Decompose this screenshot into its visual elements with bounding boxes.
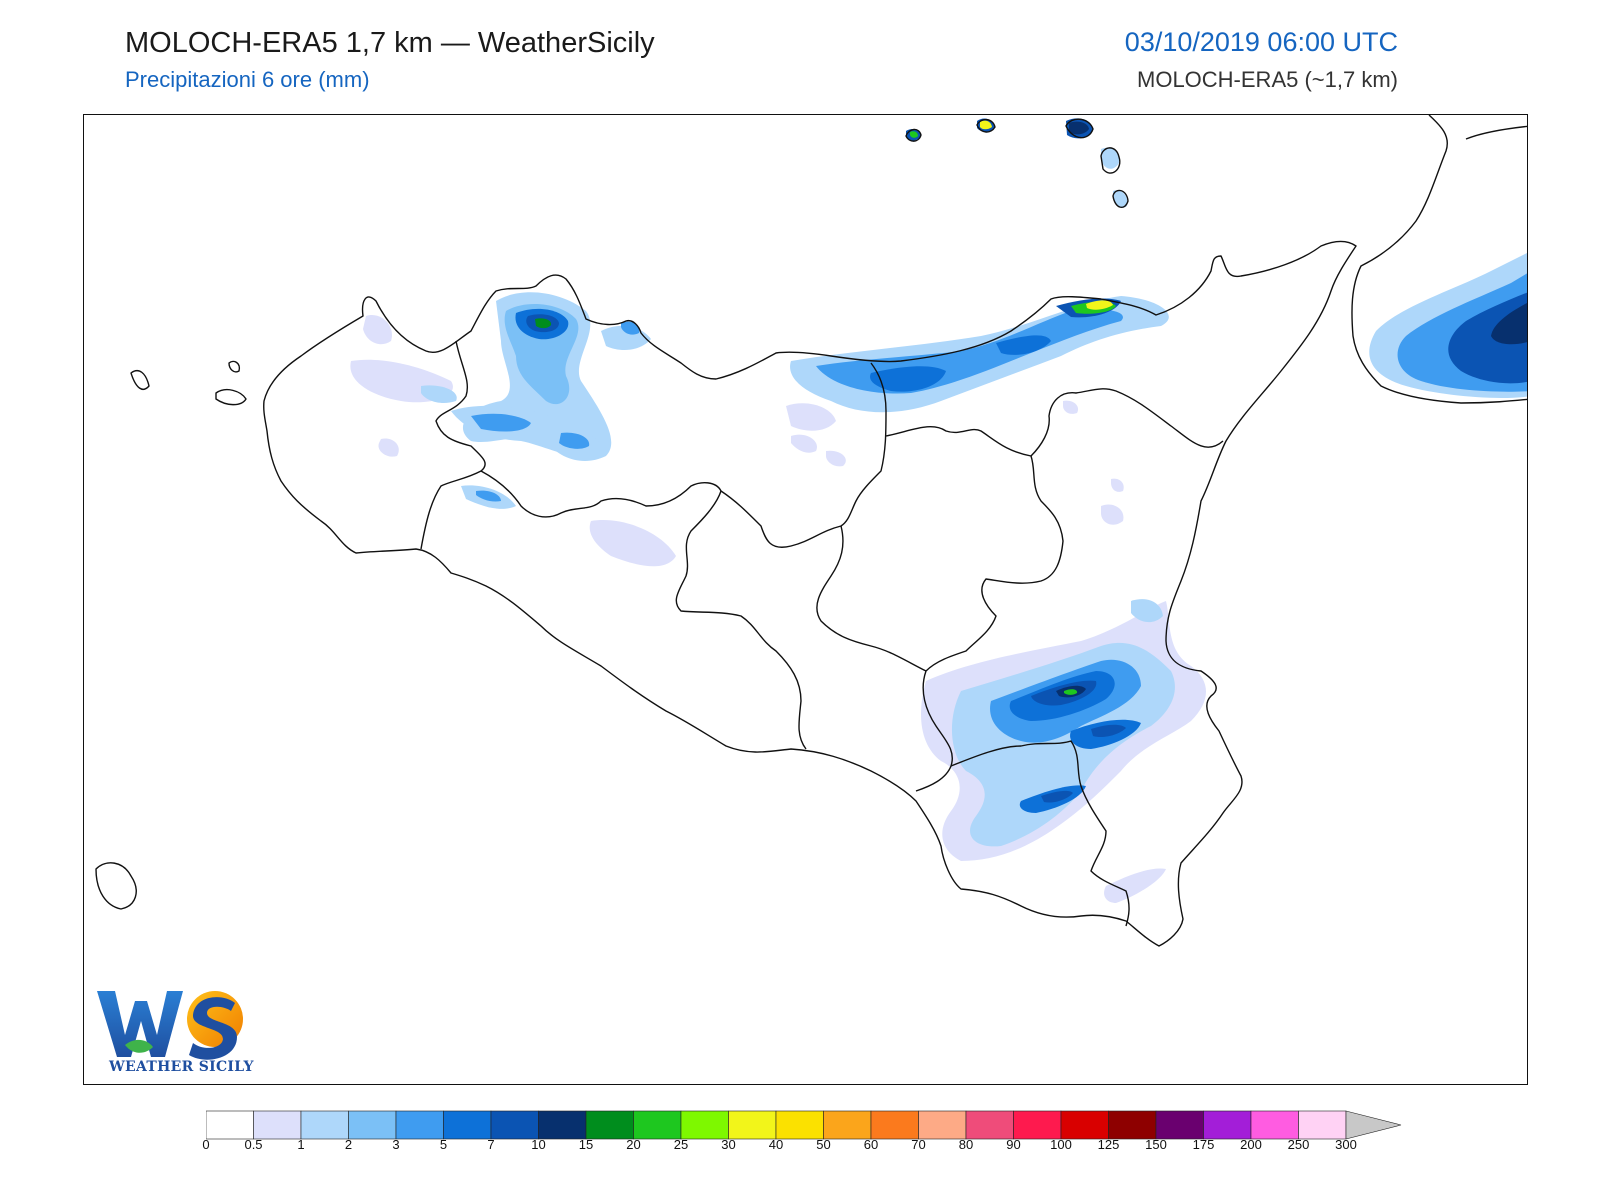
- colorbar-swatch: [443, 1110, 492, 1140]
- colorbar-swatch: [775, 1110, 824, 1140]
- colorbar-swatch: [1298, 1110, 1347, 1140]
- colorbar-swatch: [728, 1110, 777, 1140]
- island-levanzo: [228, 360, 241, 373]
- map-canvas: [95, 115, 1527, 947]
- precip-area-north-coast: [786, 296, 1169, 467]
- calabria-coast: [1465, 125, 1527, 140]
- colorbar-tick-label: 80: [958, 1137, 974, 1152]
- colorbar-swatch: [1013, 1110, 1062, 1140]
- island-alicudi: [905, 128, 922, 142]
- colorbar-tick-label: 3: [392, 1137, 400, 1152]
- colorbar-tick-label: 15: [578, 1137, 594, 1152]
- precipitation-field: [350, 118, 1527, 903]
- colorbar-tick-label: 10: [531, 1137, 546, 1152]
- colorbar-tick-label: 7: [487, 1137, 495, 1152]
- colorbar-tick-label: 60: [863, 1137, 879, 1152]
- colorbar-swatch: [1155, 1110, 1204, 1140]
- colorbar-swatch: [918, 1110, 967, 1140]
- colorbar-tick-label: 20: [626, 1137, 641, 1152]
- sicily-coast: [263, 240, 1357, 947]
- colorbar-tick-label: 175: [1192, 1137, 1215, 1152]
- island-salina: [1065, 118, 1094, 139]
- colorbar-tick-label: 150: [1145, 1137, 1167, 1152]
- colorbar-swatch: [680, 1110, 729, 1140]
- colorbar-tick-label: 250: [1287, 1137, 1310, 1152]
- colorbar-swatch: [1060, 1110, 1109, 1140]
- colorbar-swatch: [253, 1110, 302, 1140]
- colorbar-swatch: [1108, 1110, 1157, 1140]
- colorbar-swatch: [205, 1110, 254, 1140]
- weather-sicily-logo: WEATHER SICILY: [95, 985, 255, 1075]
- colorbar-tick-label: 50: [816, 1137, 831, 1152]
- island-filicudi: [976, 118, 996, 133]
- colorbar-tick-label: 30: [721, 1137, 736, 1152]
- colorbar-swatch: [1203, 1110, 1252, 1140]
- map-title: MOLOCH-ERA5 1,7 km — WeatherSicily: [125, 27, 655, 59]
- colorbar-tick-label: 0: [202, 1137, 210, 1152]
- province-boundary: [885, 388, 1224, 457]
- colorbar-swatch: [585, 1110, 634, 1140]
- colorbar-tick-label: 70: [911, 1137, 926, 1152]
- precipitation-colorbar: [205, 1109, 1406, 1146]
- precip-area-aeolian: [906, 118, 1128, 208]
- logo-caption: WEATHER SICILY: [109, 1059, 254, 1075]
- model-resolution: MOLOCH-ERA5 (~1,7 km): [1137, 67, 1398, 92]
- colorbar-swatch: [633, 1110, 682, 1140]
- colorbar-swatch: [490, 1110, 539, 1140]
- colorbar-tick-label: 25: [673, 1137, 689, 1152]
- island-marettimo: [130, 369, 150, 390]
- island-vulcano: [1112, 189, 1129, 208]
- colorbar-tick-label: 300: [1335, 1137, 1357, 1152]
- coastline: [95, 115, 1527, 947]
- map-subtitle: Precipitazioni 6 ore (mm): [125, 67, 370, 92]
- colorbar-swatch: [538, 1110, 587, 1140]
- calabria-coast: [1351, 115, 1527, 404]
- island-lipari: [1100, 147, 1121, 174]
- colorbar-tick-label: 100: [1050, 1137, 1072, 1152]
- colorbar-graphic: [205, 1110, 1402, 1140]
- colorbar-tick-label: 125: [1097, 1137, 1120, 1152]
- colorbar-swatch: [1250, 1110, 1299, 1140]
- colorbar-tick-label: 1: [297, 1137, 305, 1152]
- precip-area-calabria: [1369, 253, 1527, 398]
- province-boundary: [480, 362, 887, 548]
- colorbar-tick-label: 2: [344, 1137, 353, 1152]
- valid-time: 03/10/2019 06:00 UTC: [1124, 27, 1398, 57]
- province-boundary: [675, 490, 807, 750]
- colorbar-swatch: [348, 1110, 397, 1140]
- colorbar-swatch: [870, 1110, 919, 1140]
- colorbar-tick-label: 0.5: [244, 1137, 263, 1152]
- province-boundary: [816, 525, 927, 672]
- precip-area-east-sicily: [921, 400, 1206, 903]
- province-boundary: [950, 740, 1130, 927]
- colorbar-tick-label: 40: [768, 1137, 784, 1152]
- colorbar-overflow-arrow: [1345, 1110, 1402, 1140]
- colorbar-tick-label: 90: [1006, 1137, 1021, 1152]
- colorbar-swatch: [300, 1110, 349, 1140]
- precipitation-map: [83, 114, 1528, 1085]
- colorbar-swatch: [823, 1110, 872, 1140]
- island-pantelleria: [95, 862, 137, 910]
- precip-area-palermo: [350, 292, 676, 567]
- colorbar-swatch: [395, 1110, 444, 1140]
- colorbar-tick-label: 5: [439, 1137, 448, 1152]
- colorbar-tick-label: 200: [1240, 1137, 1262, 1152]
- province-boundary: [420, 340, 486, 550]
- island-favignana: [215, 389, 247, 406]
- logo-graphic: [97, 991, 243, 1060]
- colorbar-swatch: [965, 1110, 1014, 1140]
- province-boundary: [915, 455, 1064, 792]
